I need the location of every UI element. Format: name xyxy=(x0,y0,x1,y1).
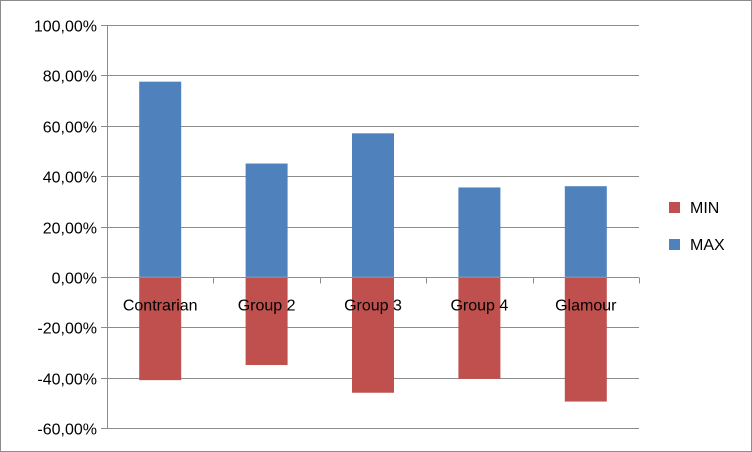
legend-swatch-min xyxy=(669,202,680,213)
bar-max-contrarian xyxy=(139,81,182,277)
y-tick-label: 40,00% xyxy=(43,170,97,187)
labels: -60,00% -40,00% -20,00% 0,00% 20,00% 40,00% 60… xyxy=(34,19,617,439)
y-tick-label: 20,00% xyxy=(43,221,97,238)
bar-min-contrarian xyxy=(139,276,182,381)
bar-min-glamour xyxy=(564,276,607,402)
legend-label-max: MAX xyxy=(690,237,725,254)
legend: MIN MAX xyxy=(669,200,725,254)
y-tick-label: -20,00% xyxy=(37,321,97,338)
legend-swatch-max xyxy=(669,239,680,250)
bar-min-group-4 xyxy=(458,276,501,379)
y-tick-label: 80,00% xyxy=(43,69,97,86)
x-category-label: Group 3 xyxy=(344,298,402,315)
axes xyxy=(101,25,640,429)
bar-min-group-3 xyxy=(352,276,394,393)
y-tick-label: 100,00% xyxy=(34,19,97,36)
bar-max-group-2 xyxy=(245,163,288,277)
bar-max-group-4 xyxy=(458,187,501,277)
x-category-label: Glamour xyxy=(555,298,617,315)
bars xyxy=(139,81,607,402)
bar-max-glamour xyxy=(564,186,607,277)
y-tick-label: -60,00% xyxy=(37,422,97,439)
bar-max-group-3 xyxy=(352,133,394,277)
y-tick-label: -40,00% xyxy=(37,372,97,389)
y-tick-label: 60,00% xyxy=(43,120,97,137)
x-category-label: Group 4 xyxy=(450,298,508,315)
legend-label-min: MIN xyxy=(690,200,719,217)
y-tick-label: 0,00% xyxy=(52,271,97,288)
x-category-label: Group 2 xyxy=(238,298,296,315)
x-category-label: Contrarian xyxy=(123,298,198,315)
bar-min-group-2 xyxy=(245,276,288,366)
